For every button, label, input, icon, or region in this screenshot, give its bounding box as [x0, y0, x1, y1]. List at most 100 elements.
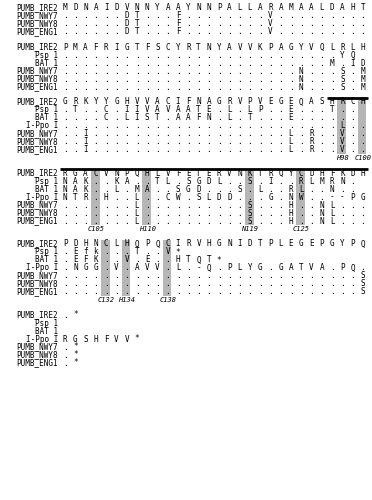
Text: .: .	[299, 122, 304, 130]
Text: .: .	[94, 280, 98, 288]
Text: P: P	[268, 240, 273, 248]
Text: .: .	[104, 264, 109, 272]
Text: A: A	[186, 114, 190, 122]
Text: L: L	[135, 216, 139, 226]
Text: .: .	[360, 138, 365, 146]
Text: A: A	[83, 168, 88, 177]
Text: G: G	[258, 264, 263, 272]
Text: M: M	[73, 42, 78, 51]
Text: .: .	[186, 28, 190, 36]
Text: F: F	[145, 42, 150, 51]
Text: .: .	[217, 216, 221, 226]
Text: .: .	[94, 138, 98, 146]
Text: .: .	[206, 66, 211, 76]
Text: H: H	[176, 256, 180, 264]
Text: .: .	[196, 130, 201, 138]
Text: N: N	[63, 184, 67, 194]
Text: L: L	[289, 138, 293, 146]
Bar	[337, 98, 346, 154]
Text: L: L	[206, 192, 211, 202]
Text: .: .	[248, 184, 252, 194]
Text: .: .	[278, 184, 283, 194]
Text: R: R	[340, 42, 344, 51]
Text: H: H	[360, 168, 365, 177]
Text: .: .	[289, 74, 293, 84]
Text: .: .	[340, 184, 344, 194]
Text: .: .	[166, 208, 170, 218]
Text: .: .	[289, 20, 293, 28]
Text: .: .	[248, 66, 252, 76]
Text: .: .	[268, 66, 273, 76]
Text: .: .	[166, 256, 170, 264]
Text: .: .	[73, 58, 78, 68]
Text: L: L	[217, 176, 221, 186]
Text: H: H	[360, 98, 365, 106]
Text: R: R	[217, 168, 221, 177]
Text: V: V	[196, 240, 201, 248]
Text: G: G	[360, 192, 365, 202]
Text: Psp 1: Psp 1	[35, 106, 58, 114]
Text: BAT 1: BAT 1	[35, 114, 58, 122]
Text: .: .	[360, 12, 365, 20]
Text: .: .	[350, 138, 355, 146]
Text: .: .	[340, 20, 344, 28]
Text: .: .	[227, 122, 232, 130]
Text: .: .	[124, 184, 129, 194]
Text: I: I	[176, 98, 180, 106]
Text: V: V	[268, 12, 273, 20]
Text: H: H	[320, 168, 324, 177]
Text: G: G	[217, 98, 221, 106]
Text: .: .	[196, 74, 201, 84]
Text: I: I	[83, 130, 88, 138]
Text: .: .	[63, 280, 67, 288]
Text: .: .	[135, 122, 139, 130]
Text: T: T	[135, 42, 139, 51]
Text: .: .	[320, 192, 324, 202]
Text: .: .	[320, 82, 324, 92]
Text: .: .	[104, 248, 109, 256]
Text: V: V	[237, 42, 242, 51]
Text: .: .	[155, 200, 160, 209]
Text: .: .	[289, 58, 293, 68]
Text: S: S	[83, 334, 88, 344]
Text: .: .	[73, 208, 78, 218]
Text: .: .	[350, 216, 355, 226]
Text: .: .	[186, 130, 190, 138]
Text: .: .	[227, 184, 232, 194]
Text: .: .	[258, 122, 263, 130]
Text: R: R	[227, 98, 232, 106]
Text: .: .	[268, 146, 273, 154]
Text: .: .	[309, 28, 314, 36]
Text: V: V	[145, 264, 150, 272]
Text: .: .	[217, 122, 221, 130]
Text: .: .	[166, 74, 170, 84]
Text: *: *	[73, 310, 78, 320]
Text: .: .	[196, 28, 201, 36]
Text: .: .	[155, 74, 160, 84]
Text: .: .	[289, 28, 293, 36]
Text: PUMB_NWY8: PUMB_NWY8	[16, 280, 58, 288]
Text: S: S	[248, 216, 252, 226]
Text: .: .	[237, 200, 242, 209]
Text: .: .	[278, 122, 283, 130]
Text: R: R	[186, 240, 190, 248]
Text: .: .	[83, 82, 88, 92]
Text: I-Ppo I: I-Ppo I	[26, 334, 58, 344]
Text: .: .	[166, 200, 170, 209]
Text: .: .	[237, 216, 242, 226]
Text: .: .	[104, 130, 109, 138]
Text: .: .	[350, 114, 355, 122]
Text: I: I	[114, 42, 119, 51]
Text: .: .	[176, 50, 180, 59]
Text: .: .	[176, 122, 180, 130]
Text: F: F	[176, 28, 180, 36]
Text: .: .	[371, 74, 372, 84]
Text: .: .	[217, 28, 221, 36]
Text: C: C	[350, 98, 355, 106]
Text: N: N	[114, 168, 119, 177]
Text: H: H	[360, 42, 365, 51]
Text: .: .	[206, 280, 211, 288]
Text: N: N	[299, 82, 304, 92]
Text: S: S	[248, 176, 252, 186]
Text: R: R	[63, 168, 67, 177]
